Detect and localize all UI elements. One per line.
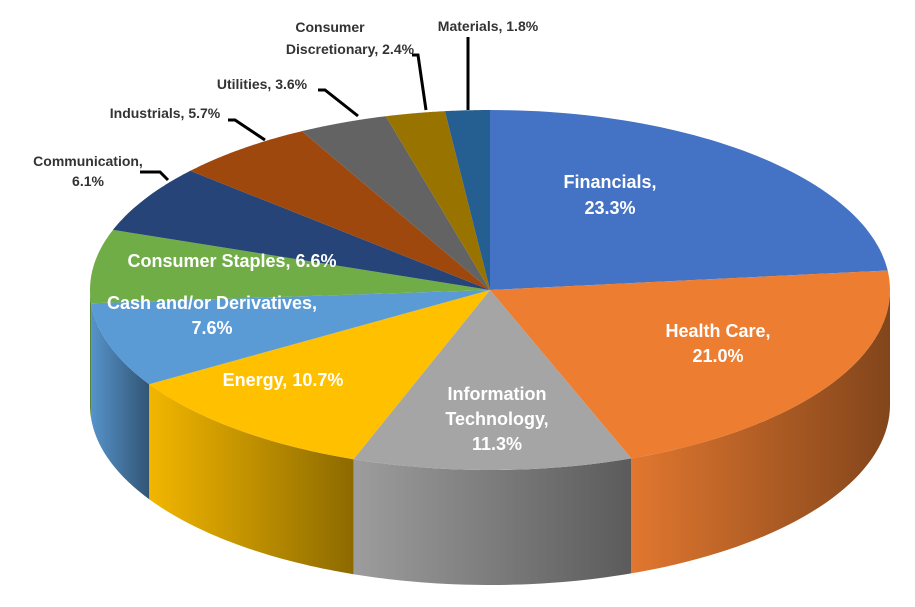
- slice-side: [353, 458, 632, 585]
- slice-financials: [490, 110, 888, 290]
- data-label-text: 21.0%: [692, 346, 743, 366]
- slice-cash-and-or-derivatives: [91, 290, 490, 385]
- data-label: Utilities, 3.6%: [217, 76, 308, 92]
- data-label: Communication, 6.1%: [33, 153, 143, 189]
- slice-communication: [113, 170, 490, 290]
- data-label: Materials, 1.8%: [438, 18, 539, 34]
- data-label: Cash and/or Derivatives, 7.6%: [107, 293, 317, 338]
- data-labels: Financials, 23.3% Health Care, 21.0% Informa…: [33, 18, 770, 454]
- data-label-text: 23.3%: [584, 198, 635, 218]
- data-label-text: Financials,: [563, 172, 656, 192]
- pie-sides: [90, 290, 890, 585]
- data-label-text: 7.6%: [191, 318, 232, 338]
- data-label-text: Consumer Staples, 6.6%: [127, 251, 336, 271]
- data-label-text: Discretionary, 2.4%: [286, 41, 415, 57]
- slice-energy: [149, 290, 490, 460]
- slice-industrials: [190, 131, 490, 290]
- data-label: Consumer Staples, 6.6%: [127, 251, 336, 271]
- leader-line: [412, 53, 428, 111]
- slice-side: [631, 290, 890, 574]
- data-label: Industrials, 5.7%: [110, 105, 221, 121]
- data-label-text: Technology,: [445, 409, 548, 429]
- slice-information-technology: [353, 290, 632, 470]
- data-label: Energy, 10.7%: [223, 370, 344, 390]
- pie-tops: [90, 110, 890, 470]
- data-label-text: Utilities, 3.6%: [217, 76, 308, 92]
- slice-side: [90, 290, 92, 419]
- data-label-text: 11.3%: [472, 434, 522, 454]
- leader-line: [318, 88, 359, 118]
- data-label-text: Health Care,: [665, 321, 770, 341]
- slice-utilities: [301, 116, 490, 290]
- leader-line: [140, 170, 170, 182]
- data-label-text: Communication,: [33, 153, 143, 169]
- data-label: Health Care, 21.0%: [665, 321, 770, 366]
- slice-materials: [444, 110, 490, 290]
- data-label-text: 6.1%: [72, 173, 104, 189]
- slice-consumer-discretionary: [385, 111, 490, 290]
- data-label-text: Energy, 10.7%: [223, 370, 344, 390]
- leader-lines: [140, 37, 470, 182]
- data-label-text: Materials, 1.8%: [438, 18, 539, 34]
- slice-health-care: [490, 270, 890, 459]
- data-label-text: Cash and/or Derivatives,: [107, 293, 317, 313]
- data-label-text: Industrials, 5.7%: [110, 105, 221, 121]
- slice-side: [91, 303, 150, 500]
- slice-consumer-staples: [90, 229, 490, 304]
- data-label: Financials, 23.3%: [563, 172, 656, 218]
- slice-side: [149, 384, 354, 575]
- data-label-text: Consumer: [295, 19, 365, 35]
- data-label: Consumer Discretionary, 2.4%: [286, 19, 415, 57]
- leader-line: [228, 118, 266, 142]
- data-label-text: Information: [448, 384, 547, 404]
- data-label: Information Technology, 11.3%: [445, 384, 548, 454]
